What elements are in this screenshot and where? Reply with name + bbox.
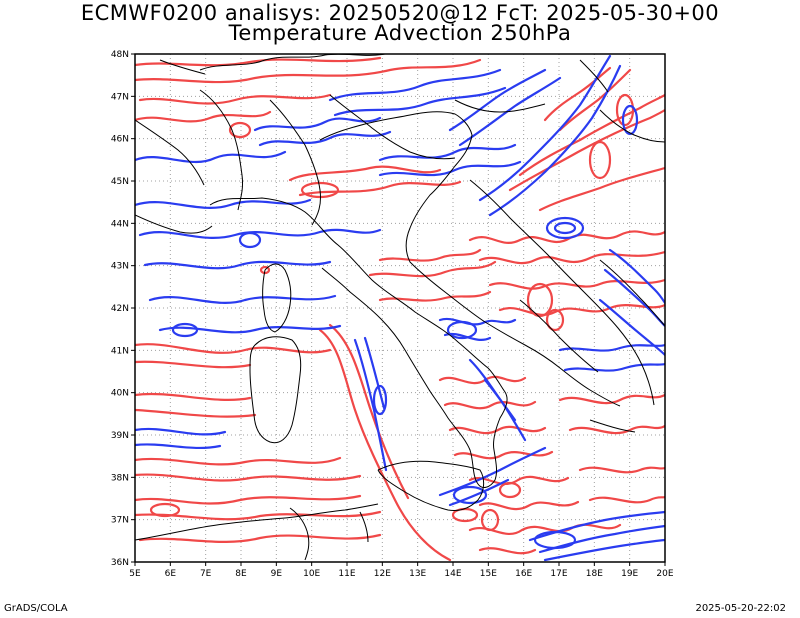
x-tick-label: 15E	[480, 569, 497, 579]
x-tick-label: 20E	[656, 569, 673, 579]
y-tick-label: 45N	[111, 177, 129, 187]
x-tick-label: 19E	[621, 569, 638, 579]
x-tick-label: 13E	[409, 569, 426, 579]
x-tick-label: 14E	[444, 569, 461, 579]
x-tick-label: 7E	[200, 569, 212, 579]
x-tick-label: 6E	[165, 569, 177, 579]
y-tick-label: 48N	[111, 50, 129, 60]
negative-contours	[135, 54, 665, 562]
y-tick-label: 41N	[111, 346, 129, 356]
footer-software-label: GrADS/COLA	[4, 603, 68, 614]
y-tick-label: 39N	[111, 431, 129, 441]
grid-lines	[135, 54, 665, 562]
y-tick-label: 44N	[111, 219, 129, 229]
y-tick-label: 38N	[111, 473, 129, 483]
positive-contours	[135, 56, 665, 562]
chart-subtitle: Temperature Advection 250hPa	[228, 21, 572, 45]
x-tick-label: 17E	[550, 569, 567, 579]
chart-title: ECMWF0200 analisys: 20250520@12 FcT: 202…	[80, 1, 720, 25]
x-tick-label: 10E	[303, 569, 320, 579]
x-tick-label: 18E	[586, 569, 603, 579]
x-tick-label: 11E	[338, 569, 355, 579]
y-tick-label: 46N	[111, 135, 129, 145]
y-tick-label: 42N	[111, 304, 129, 314]
coastlines	[135, 54, 665, 561]
y-tick-label: 37N	[111, 516, 129, 526]
x-tick-label: 5E	[129, 569, 141, 579]
x-tick-label: 12E	[374, 569, 391, 579]
y-tick-label: 36N	[111, 558, 129, 568]
x-tick-label: 8E	[235, 569, 247, 579]
y-tick-label: 47N	[111, 92, 129, 102]
x-tick-label: 16E	[515, 569, 532, 579]
x-axis-ticks: 5E 6E 7E 8E 9E 10E 11E 12E 13E 14E 15E 16E 17E 18E 19E…	[129, 562, 674, 579]
y-tick-label: 40N	[111, 389, 129, 399]
x-tick-label: 9E	[271, 569, 283, 579]
y-axis-ticks: 36N 37N 38N 39N 40N 41N 42N 43N 44N 45N 46N 47N 48N	[111, 50, 135, 568]
y-tick-label: 43N	[111, 262, 129, 272]
footer-timestamp: 2025-05-20-22:02	[695, 603, 786, 614]
